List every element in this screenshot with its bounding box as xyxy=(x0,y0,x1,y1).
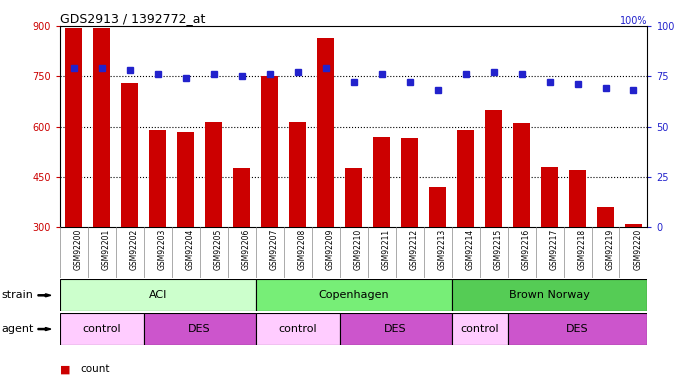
Text: ACI: ACI xyxy=(148,290,167,300)
Text: GDS2913 / 1392772_at: GDS2913 / 1392772_at xyxy=(60,12,205,25)
Bar xyxy=(256,313,340,345)
Text: GSM92206: GSM92206 xyxy=(241,228,251,270)
Bar xyxy=(429,187,446,227)
Text: GSM92208: GSM92208 xyxy=(298,228,306,270)
Bar xyxy=(290,122,306,227)
Bar xyxy=(205,122,222,227)
Bar xyxy=(569,170,586,227)
Bar xyxy=(177,132,194,227)
Bar xyxy=(485,110,502,227)
Text: GSM92218: GSM92218 xyxy=(578,228,586,270)
Bar xyxy=(513,123,530,227)
Text: DES: DES xyxy=(384,324,407,334)
Bar xyxy=(60,279,256,311)
Text: GSM92213: GSM92213 xyxy=(437,228,447,270)
Bar xyxy=(452,313,508,345)
Bar xyxy=(345,168,362,227)
Text: strain: strain xyxy=(1,290,33,300)
Text: GSM92215: GSM92215 xyxy=(494,228,502,270)
Text: count: count xyxy=(80,364,110,374)
Bar xyxy=(401,138,418,227)
Text: ■: ■ xyxy=(60,364,70,374)
Bar xyxy=(144,313,256,345)
Bar xyxy=(541,166,558,227)
Text: control: control xyxy=(460,324,499,334)
Text: control: control xyxy=(82,324,121,334)
Text: DES: DES xyxy=(566,324,589,334)
Bar xyxy=(340,313,452,345)
Bar xyxy=(121,83,138,227)
Text: GSM92200: GSM92200 xyxy=(74,228,83,270)
Bar xyxy=(317,38,334,227)
Bar xyxy=(452,279,647,311)
Bar xyxy=(65,28,82,227)
Text: GSM92210: GSM92210 xyxy=(354,228,363,270)
Text: GSM92209: GSM92209 xyxy=(325,228,334,270)
Text: GSM92205: GSM92205 xyxy=(214,228,222,270)
Text: control: control xyxy=(278,324,317,334)
Text: GSM92211: GSM92211 xyxy=(382,228,391,270)
Text: GSM92207: GSM92207 xyxy=(270,228,279,270)
Text: Brown Norway: Brown Norway xyxy=(509,290,590,300)
Text: GSM92201: GSM92201 xyxy=(102,228,111,270)
Text: GSM92217: GSM92217 xyxy=(549,228,559,270)
Bar xyxy=(508,313,647,345)
Bar xyxy=(256,279,452,311)
Text: GSM92214: GSM92214 xyxy=(466,228,475,270)
Bar xyxy=(261,76,278,227)
Bar xyxy=(60,313,144,345)
Text: agent: agent xyxy=(1,324,34,334)
Text: GSM92219: GSM92219 xyxy=(605,228,614,270)
Bar xyxy=(149,130,166,227)
Bar xyxy=(457,130,474,227)
Bar xyxy=(233,168,250,227)
Text: GSM92204: GSM92204 xyxy=(186,228,195,270)
Text: GSM92203: GSM92203 xyxy=(157,228,167,270)
Text: 100%: 100% xyxy=(620,16,647,26)
Text: GSM92220: GSM92220 xyxy=(633,228,643,270)
Bar xyxy=(625,224,642,227)
Text: GSM92202: GSM92202 xyxy=(129,228,138,270)
Text: DES: DES xyxy=(188,324,211,334)
Bar xyxy=(373,136,390,227)
Text: GSM92216: GSM92216 xyxy=(521,228,530,270)
Bar xyxy=(94,28,110,227)
Text: GSM92212: GSM92212 xyxy=(410,228,418,270)
Text: Copenhagen: Copenhagen xyxy=(318,290,389,300)
Bar xyxy=(597,207,614,227)
